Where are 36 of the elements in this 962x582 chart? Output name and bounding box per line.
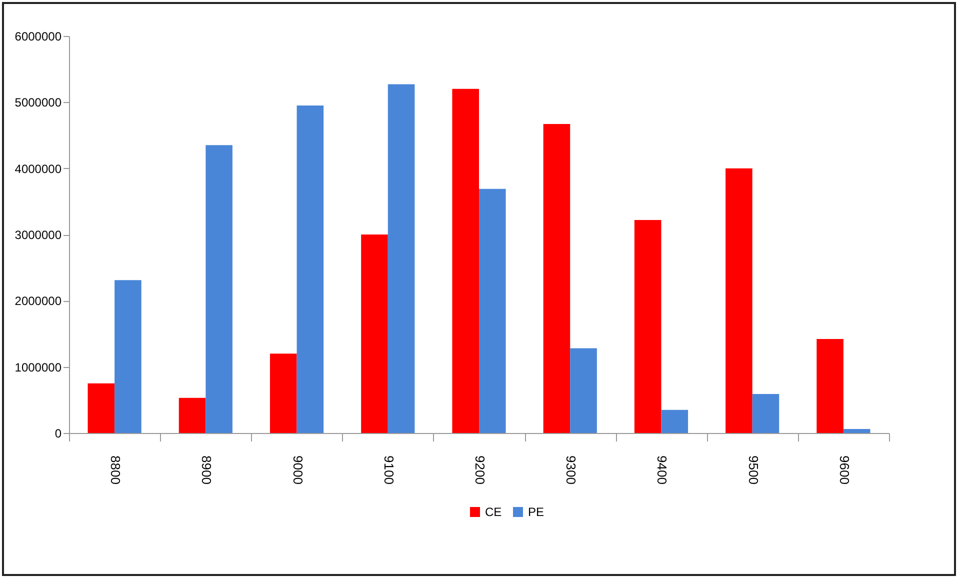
legend-label: PE [528, 505, 544, 519]
bar [843, 429, 870, 433]
bar [634, 220, 662, 433]
x-tick-label: 9100 [381, 456, 396, 484]
bar [752, 394, 780, 433]
y-tick-label: 1000000 [14, 360, 62, 374]
bar [270, 354, 297, 433]
x-tick-label: 9600 [836, 456, 852, 484]
bar [726, 168, 752, 433]
bar [661, 410, 688, 433]
x-tick-label: 9500 [746, 456, 761, 484]
y-tick-label: 5000000 [14, 96, 62, 110]
bar [114, 280, 142, 433]
y-tick-label: 3000000 [14, 228, 62, 242]
x-tick-label: 9300 [564, 456, 579, 484]
y-tick-label: 6000000 [14, 30, 62, 44]
legend-label: CE [485, 505, 502, 519]
bar [88, 383, 115, 433]
bar [361, 234, 388, 433]
y-tick-label: 4000000 [14, 162, 62, 176]
y-tick-label: 2000000 [14, 294, 62, 308]
x-tick-label: 8900 [199, 456, 214, 484]
x-tick-label: 9000 [290, 456, 306, 484]
bar [178, 398, 206, 433]
bar [479, 188, 506, 433]
bar [570, 348, 597, 433]
x-tick-label: 9400 [654, 456, 670, 484]
x-tick-label: 8800 [108, 456, 124, 484]
bar [296, 105, 324, 433]
bar [543, 124, 570, 433]
x-tick-label: 9200 [472, 456, 488, 484]
bar [388, 84, 415, 433]
y-tick-label: 0 [54, 426, 62, 440]
bar [816, 339, 844, 433]
bar [206, 145, 232, 433]
bar [452, 88, 479, 433]
